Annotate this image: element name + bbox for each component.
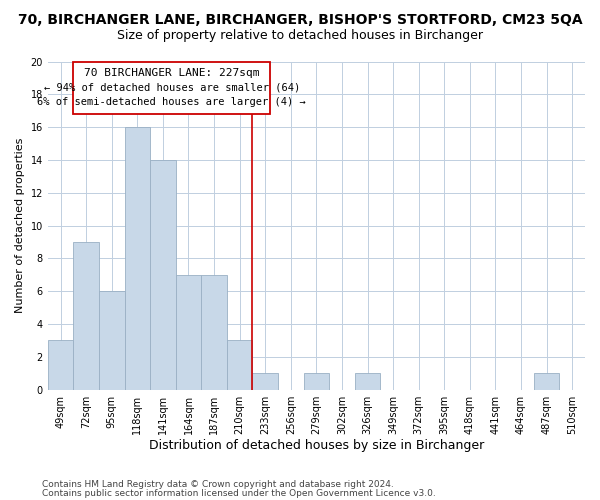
- Bar: [534, 374, 559, 390]
- Bar: [355, 374, 380, 390]
- FancyBboxPatch shape: [73, 62, 271, 114]
- Text: ← 94% of detached houses are smaller (64): ← 94% of detached houses are smaller (64…: [44, 83, 300, 93]
- Bar: [48, 340, 73, 390]
- Bar: [150, 160, 176, 390]
- Bar: [253, 374, 278, 390]
- Text: Contains public sector information licensed under the Open Government Licence v3: Contains public sector information licen…: [42, 489, 436, 498]
- Text: Contains HM Land Registry data © Crown copyright and database right 2024.: Contains HM Land Registry data © Crown c…: [42, 480, 394, 489]
- Bar: [227, 340, 253, 390]
- Text: 70, BIRCHANGER LANE, BIRCHANGER, BISHOP'S STORTFORD, CM23 5QA: 70, BIRCHANGER LANE, BIRCHANGER, BISHOP'…: [17, 12, 583, 26]
- Bar: [201, 275, 227, 390]
- Text: 6% of semi-detached houses are larger (4) →: 6% of semi-detached houses are larger (4…: [37, 98, 306, 108]
- Y-axis label: Number of detached properties: Number of detached properties: [15, 138, 25, 314]
- Bar: [99, 291, 125, 390]
- Bar: [125, 127, 150, 390]
- Bar: [176, 275, 201, 390]
- Bar: [304, 374, 329, 390]
- X-axis label: Distribution of detached houses by size in Birchanger: Distribution of detached houses by size …: [149, 440, 484, 452]
- Text: 70 BIRCHANGER LANE: 227sqm: 70 BIRCHANGER LANE: 227sqm: [84, 68, 260, 78]
- Bar: [73, 242, 99, 390]
- Text: Size of property relative to detached houses in Birchanger: Size of property relative to detached ho…: [117, 29, 483, 42]
